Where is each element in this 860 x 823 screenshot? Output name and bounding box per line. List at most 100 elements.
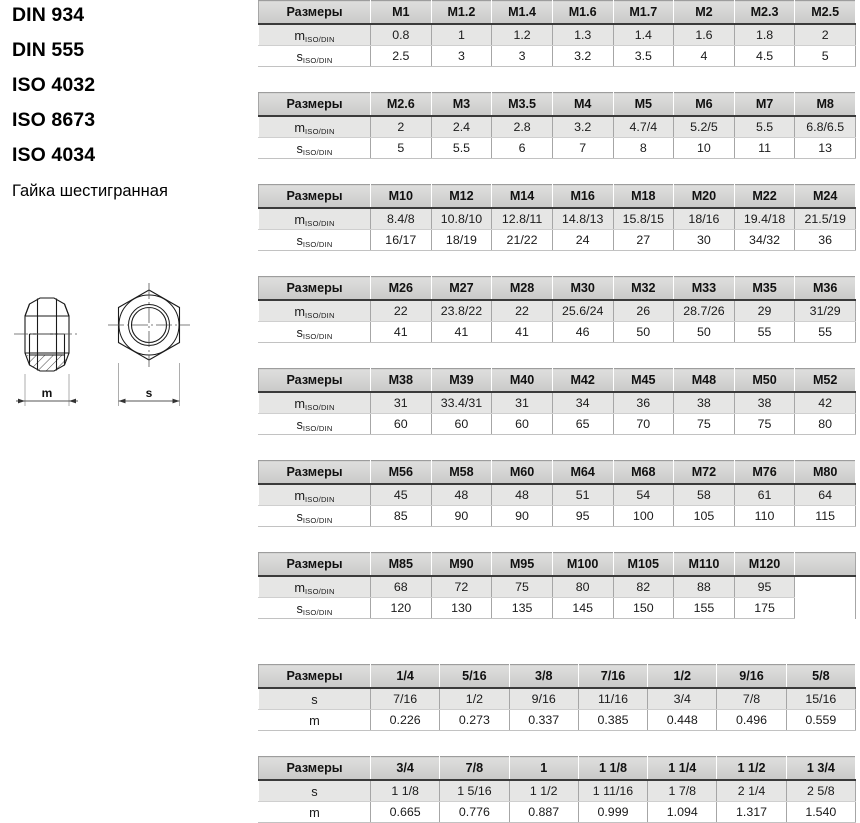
table-cell-value: 3.5 — [612, 45, 675, 67]
standard-item: ISO 4034 — [12, 144, 96, 166]
table-cell-value: 5 — [794, 45, 856, 67]
column-header-label: Размеры — [258, 92, 371, 117]
dimension-table-metric-5: Размеры M38 M39 M40 M42 M45 M48 M50 M52 mISO/DIN 3… — [258, 368, 856, 435]
table-cell-value: 4.7/4 — [612, 116, 675, 138]
row-label: sISO/DIN — [258, 597, 371, 619]
table-cell-value: 3.2 — [551, 116, 614, 138]
table-cell-value: 24 — [551, 229, 614, 251]
column-header-size: M8 — [794, 92, 856, 117]
table-cell-value: 1.094 — [647, 801, 718, 823]
column-header-label: Размеры — [258, 756, 371, 781]
column-header-size: M7 — [733, 92, 796, 117]
column-header-size: M42 — [551, 368, 614, 393]
column-header-size: 1/2 — [647, 664, 718, 689]
table-cell-value: 50 — [673, 321, 735, 343]
table-cell-value: 95 — [551, 505, 614, 527]
table-row-m: s 7/16 1/2 9/16 11/16 3/4 7/8 15/16 — [258, 688, 856, 710]
table-cell-value: 1.317 — [716, 801, 787, 823]
table-cell-value: 3 — [430, 45, 493, 67]
column-header-size: M48 — [673, 368, 735, 393]
table-cell-value: 5 — [370, 137, 432, 159]
table-cell-empty — [794, 576, 856, 598]
table-cell-value: 60 — [491, 413, 553, 435]
column-header-size: 5/8 — [785, 664, 856, 689]
column-header-size: 1 1/2 — [716, 756, 787, 781]
table-cell-value: 100 — [612, 505, 675, 527]
table-cell-value: 58 — [673, 484, 735, 506]
column-header-size: M58 — [430, 460, 493, 485]
hex-nut-drawing-svg: m s — [14, 283, 190, 406]
column-header-size: 9/16 — [716, 664, 787, 689]
column-header-size: M5 — [612, 92, 675, 117]
table-cell-value: 64 — [794, 484, 856, 506]
table-cell-value: 0.8 — [370, 24, 432, 46]
table-cell-value: 75 — [733, 413, 796, 435]
dim-label-s: s — [146, 386, 153, 400]
table-cell-value: 1 7/8 — [647, 780, 718, 802]
column-header-size: M24 — [794, 184, 856, 209]
table-cell-value: 6.8/6.5 — [794, 116, 856, 138]
row-label: mISO/DIN — [258, 116, 371, 138]
table-header-row: Размеры M2.6 M3 M3.5 M4 M5 M6 M7 M8 — [258, 92, 856, 117]
table-row-s: sISO/DIN 5 5.5 6 7 8 10 11 13 — [258, 137, 856, 159]
row-label: s — [258, 688, 371, 710]
table-cell-value: 55 — [794, 321, 856, 343]
row-label: sISO/DIN — [258, 505, 371, 527]
column-header-size: M64 — [551, 460, 614, 485]
table-cell-value: 88 — [673, 576, 735, 598]
column-header-size: M6 — [673, 92, 735, 117]
column-header-label: Размеры — [258, 460, 371, 485]
table-cell-value: 0.776 — [439, 801, 510, 823]
table-cell-value: 31/29 — [794, 300, 856, 322]
table-cell-value: 23.8/22 — [430, 300, 493, 322]
table-row-m: mISO/DIN 2 2.4 2.8 3.2 4.7/4 5.2/5 5.5 6.8/6.5 — [258, 116, 856, 138]
table-cell-value: 22 — [491, 300, 553, 322]
table-row-m: mISO/DIN 68 72 75 80 82 88 95 — [258, 576, 856, 598]
column-header-size: M72 — [673, 460, 735, 485]
table-row-s: sISO/DIN 60 60 60 65 70 75 75 80 — [258, 413, 856, 435]
table-cell-value: 13 — [794, 137, 856, 159]
table-row-m: mISO/DIN 0.8 1 1.2 1.3 1.4 1.6 1.8 2 — [258, 24, 856, 46]
table-cell-value: 150 — [612, 597, 675, 619]
column-header-size: 1 — [508, 756, 579, 781]
row-label: sISO/DIN — [258, 45, 371, 67]
table-cell-value: 5.5 — [430, 137, 493, 159]
table-cell-value: 60 — [370, 413, 432, 435]
table-cell-value: 33.4/31 — [430, 392, 493, 414]
table-cell-value: 95 — [733, 576, 796, 598]
column-header-size: M36 — [794, 276, 856, 301]
row-label: m — [258, 801, 371, 823]
table-cell-value: 1 — [430, 24, 493, 46]
table-cell-value: 130 — [430, 597, 493, 619]
table-cell-value: 5.2/5 — [673, 116, 735, 138]
column-header-size: M3.5 — [491, 92, 553, 117]
row-label: mISO/DIN — [258, 208, 371, 230]
table-cell-value: 1.2 — [491, 24, 553, 46]
column-header-size: M10 — [370, 184, 432, 209]
table-cell-value: 36 — [794, 229, 856, 251]
table-cell-value: 0.999 — [577, 801, 649, 823]
table-cell-value: 46 — [551, 321, 614, 343]
column-header-size: M12 — [430, 184, 493, 209]
table-cell-value: 11 — [733, 137, 796, 159]
table-cell-empty — [794, 597, 856, 619]
table-row-s: m 0.665 0.776 0.887 0.999 1.094 1.317 1.540 — [258, 801, 856, 823]
table-cell-value: 41 — [370, 321, 432, 343]
table-row-s: sISO/DIN 41 41 41 46 50 50 55 55 — [258, 321, 856, 343]
column-header-label: Размеры — [258, 368, 371, 393]
column-header-size: M3 — [430, 92, 493, 117]
table-cell-value: 10 — [673, 137, 735, 159]
left-info-panel: DIN 934 DIN 555 ISO 4032 ISO 8673 ISO 40… — [0, 0, 250, 716]
column-header-size: M52 — [794, 368, 856, 393]
row-label: mISO/DIN — [258, 24, 371, 46]
table-cell-value: 38 — [673, 392, 735, 414]
table-row-s: sISO/DIN 120 130 135 145 150 155 175 — [258, 597, 856, 619]
table-cell-value: 7/8 — [716, 688, 787, 710]
table-cell-value: 48 — [491, 484, 553, 506]
table-cell-value: 54 — [612, 484, 675, 506]
table-cell-value: 2.5 — [370, 45, 432, 67]
table-cell-value: 29 — [733, 300, 796, 322]
table-cell-value: 0.665 — [369, 801, 441, 823]
table-cell-value: 0.448 — [647, 709, 718, 731]
